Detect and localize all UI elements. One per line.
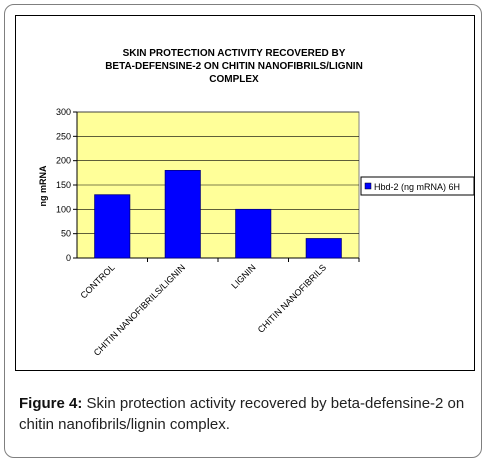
legend-label: Hbd-2 (ng mRNA) 6H — [374, 182, 460, 192]
bar — [235, 208, 272, 259]
y-tick-label: 300 — [56, 107, 71, 117]
figure-caption: Figure 4: Skin protection activity recov… — [19, 393, 469, 435]
plot-area: 0 50 100 150 200 250 300 CONTROL CHITIN NANOFIBR… — [56, 107, 360, 358]
y-tick-label: 100 — [56, 204, 71, 214]
legend-swatch — [364, 182, 372, 190]
bar-chart: SKIN PROTECTION ACTIVITY RECOVERED BY BE… — [38, 48, 475, 358]
x-tick-label: CHITIN NANOFIBRILS — [256, 262, 328, 334]
y-axis-label: ng mRNA — [38, 165, 48, 206]
legend-box — [360, 176, 475, 196]
y-tick-label: 150 — [56, 180, 71, 190]
chart-title-line-1: SKIN PROTECTION ACTIVITY RECOVERED BY — [123, 48, 346, 59]
bar — [305, 238, 342, 259]
chart-title-line-3: COMPLEX — [209, 74, 259, 85]
y-tick-label: 50 — [61, 229, 71, 239]
chart-title-line-2: BETA-DEFENSINE-2 ON CHITIN NANOFIBRILS/L… — [105, 61, 363, 72]
caption-text: Skin protection activity recovered by be… — [19, 395, 465, 433]
bar — [164, 169, 201, 259]
y-tick-label: 250 — [56, 131, 71, 141]
bar — [94, 194, 131, 259]
chart-area: SKIN PROTECTION ACTIVITY RECOVERED BY BE… — [15, 15, 475, 371]
x-tick-label: CONTROL — [78, 262, 116, 300]
legend: Hbd-2 (ng mRNA) 6H — [360, 176, 475, 196]
y-tick-label: 200 — [56, 156, 71, 166]
y-tick-label: 0 — [66, 253, 71, 263]
figure-frame: SKIN PROTECTION ACTIVITY RECOVERED BY BE… — [4, 4, 482, 458]
x-tick-label: LIGNIN — [229, 262, 257, 290]
caption-label: Figure 4: — [19, 395, 83, 412]
